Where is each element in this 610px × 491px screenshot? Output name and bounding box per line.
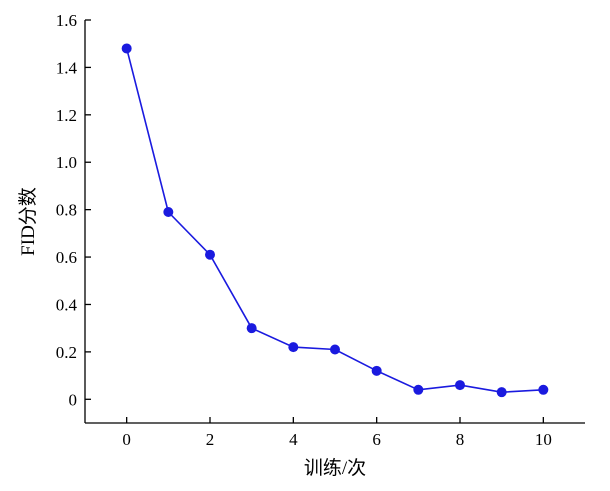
y-tick-label: 1.2 (56, 106, 77, 125)
data-point (538, 384, 549, 395)
data-point (163, 207, 174, 218)
x-tick-label: 2 (206, 430, 215, 449)
data-point (121, 43, 132, 54)
data-point (496, 387, 507, 398)
y-tick-label: 0.8 (56, 201, 77, 220)
data-point (205, 249, 215, 260)
data-point (413, 384, 424, 395)
y-tick-label: 0 (69, 390, 78, 409)
data-point (371, 365, 382, 376)
y-axis-title: FID分数 (17, 187, 39, 256)
x-tick-label: 6 (372, 430, 381, 449)
y-tick-label: 1.6 (56, 11, 77, 30)
y-tick-label: 1.0 (56, 153, 77, 172)
series-line (125, 48, 544, 394)
x-axis-ticks: 0 2 4 6 8 10 (122, 417, 552, 449)
x-tick-label: 8 (456, 430, 465, 449)
data-point (288, 342, 299, 353)
y-axis-ticks: 0 0.2 0.4 0.6 0.8 1.0 1.2 1.4 1.6 (56, 11, 91, 409)
plot-area (84, 20, 585, 424)
data-point (330, 344, 340, 355)
x-tick-label: 10 (535, 430, 552, 449)
y-tick-label: 0.6 (56, 248, 77, 267)
x-axis-title: 训练/次 (304, 457, 366, 479)
data-point (455, 380, 465, 391)
data-point (246, 323, 257, 334)
x-tick-label: 4 (289, 430, 298, 449)
x-tick-label: 0 (122, 430, 131, 449)
series-layer (121, 43, 549, 398)
y-tick-label: 0.4 (56, 295, 78, 314)
y-tick-label: 0.2 (56, 343, 77, 362)
y-tick-label: 1.4 (56, 58, 78, 77)
